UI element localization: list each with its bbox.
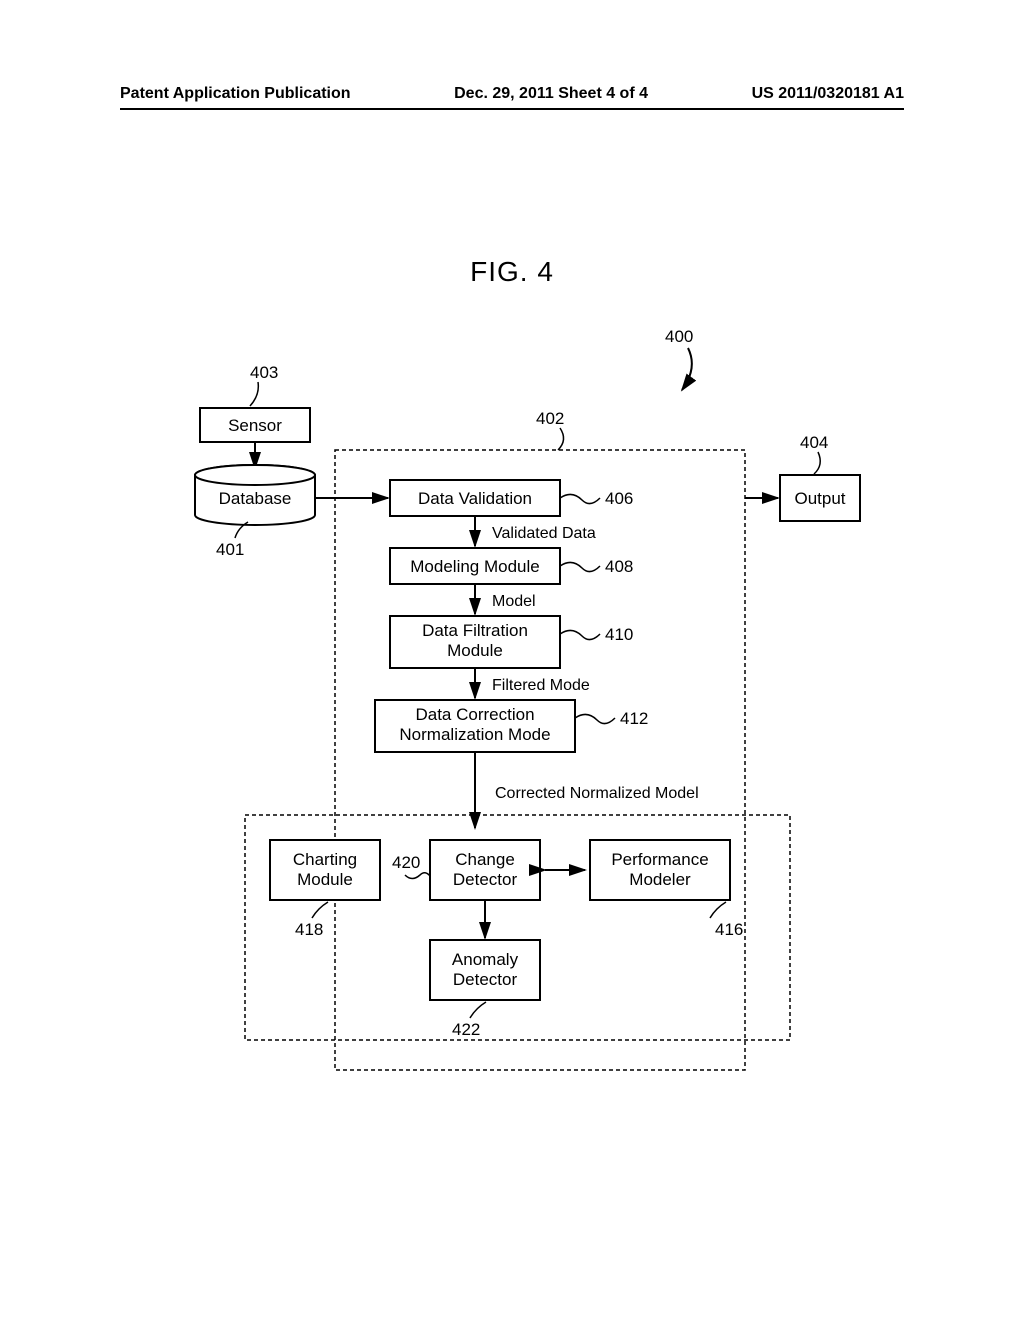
ref-416-lead — [710, 902, 726, 918]
anomaly-l1: Anomaly — [452, 950, 519, 969]
ref-403-lead — [250, 382, 258, 406]
data-validation-label: Data Validation — [418, 489, 532, 508]
modeling-label: Modeling Module — [410, 557, 539, 576]
header-mid: Dec. 29, 2011 Sheet 4 of 4 — [454, 85, 648, 103]
ref-422: 422 — [452, 1020, 480, 1039]
ref-408: 408 — [605, 557, 633, 576]
change-l2: Detector — [453, 870, 518, 889]
ref-420: 420 — [392, 853, 420, 872]
ref-412: 412 — [620, 709, 648, 728]
performance-l1: Performance — [611, 850, 708, 869]
ref-410-lead — [560, 630, 600, 639]
filtered-label: Filtered Mode — [492, 677, 590, 694]
database-icon: Database — [195, 465, 315, 525]
ref-416: 416 — [715, 920, 743, 939]
ref-402: 402 — [536, 409, 564, 428]
diagram-svg: 400 403 Sensor Database 401 402 Data Val… — [120, 320, 880, 1100]
ref-418: 418 — [295, 920, 323, 939]
validated-data-label: Validated Data — [492, 525, 596, 542]
anomaly-l2: Detector — [453, 970, 518, 989]
header-right: US 2011/0320181 A1 — [752, 85, 904, 103]
sensor-label: Sensor — [228, 416, 282, 435]
correction-l1: Data Correction — [415, 705, 534, 724]
ref-404-lead — [814, 452, 820, 474]
page: Patent Application Publication Dec. 29, … — [0, 0, 1024, 1320]
ref-420-lead — [405, 873, 430, 879]
ref-412-lead — [575, 714, 615, 723]
output-label: Output — [794, 489, 845, 508]
filtration-l1: Data Filtration — [422, 621, 528, 640]
ref-422-lead — [470, 1002, 486, 1018]
ref-400: 400 — [665, 327, 693, 346]
charting-l1: Charting — [293, 850, 357, 869]
correction-l2: Normalization Mode — [399, 725, 550, 744]
performance-l2: Modeler — [629, 870, 691, 889]
ref-402-lead — [558, 428, 564, 450]
ref-401: 401 — [216, 540, 244, 559]
header-rule — [120, 108, 904, 110]
database-label: Database — [219, 489, 292, 508]
ref-404: 404 — [800, 433, 828, 452]
corrected-label: Corrected Normalized Model — [495, 785, 699, 802]
figure-title: FIG. 4 — [0, 256, 1024, 288]
page-header: Patent Application Publication Dec. 29, … — [0, 85, 1024, 103]
change-l1: Change — [455, 850, 515, 869]
ref-410: 410 — [605, 625, 633, 644]
header-left: Patent Application Publication — [120, 85, 351, 103]
charting-l2: Module — [297, 870, 353, 889]
ref-408-lead — [560, 562, 600, 571]
filtration-l2: Module — [447, 641, 503, 660]
ref-406: 406 — [605, 489, 633, 508]
ref-418-lead — [312, 902, 328, 918]
model-label: Model — [492, 593, 536, 610]
ref-400-arrow — [682, 348, 692, 390]
ref-403: 403 — [250, 363, 278, 382]
ref-406-lead — [560, 494, 600, 503]
